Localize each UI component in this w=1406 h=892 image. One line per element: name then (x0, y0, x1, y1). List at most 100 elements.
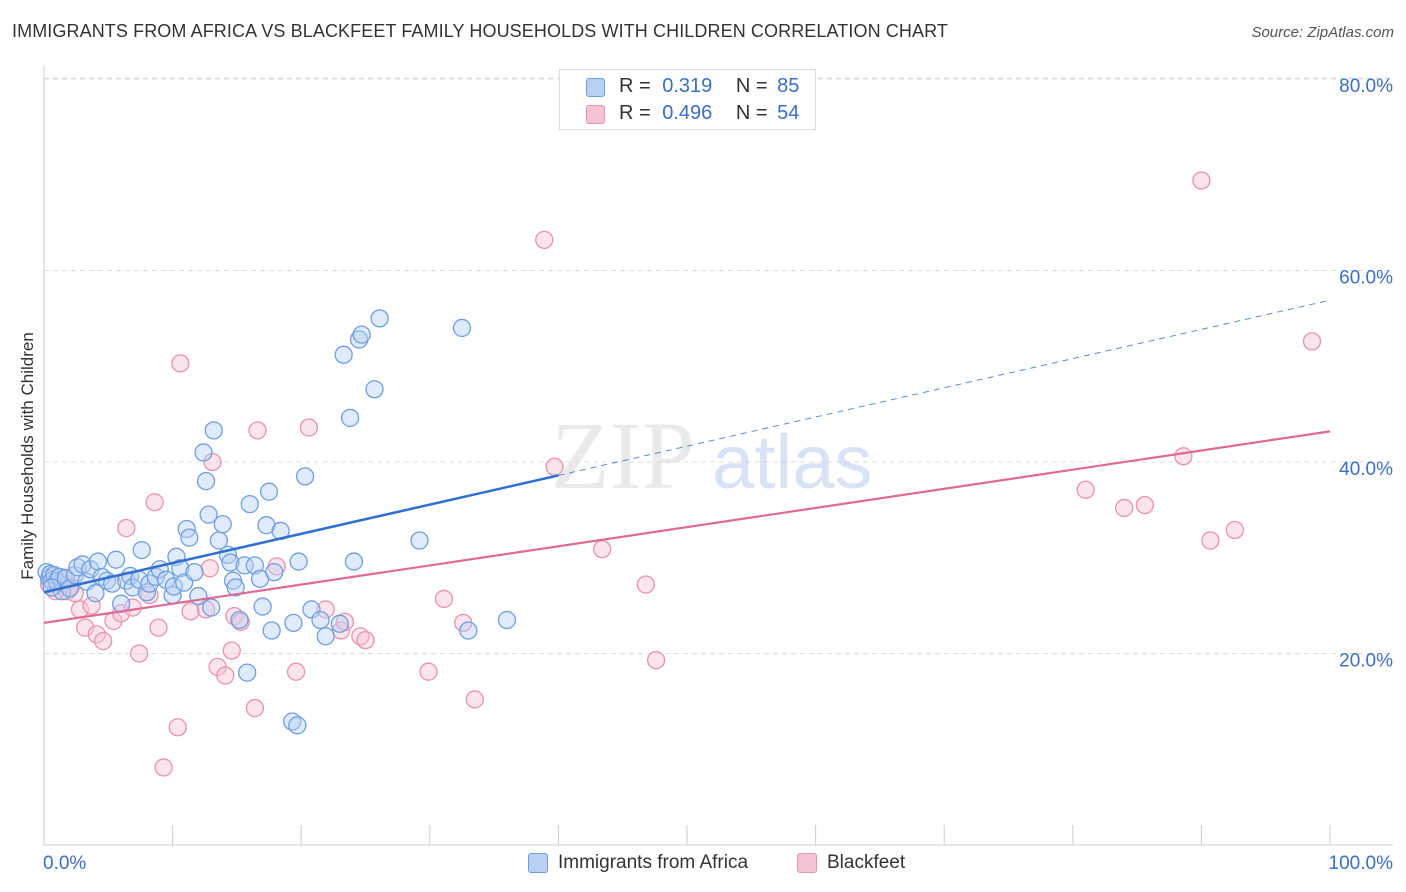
trend-lines (43, 299, 1331, 624)
africa-point (316, 627, 335, 646)
source-credit: Source: ZipAtlas.com (1251, 24, 1394, 41)
blackfeet-point (1174, 447, 1193, 466)
africa-point (88, 552, 108, 571)
n-label: N = (735, 75, 768, 97)
legend-swatch-blackfeet (797, 853, 817, 873)
blackfeet-point (181, 602, 200, 621)
r-label: R = (619, 102, 651, 124)
blackfeet-point (286, 662, 306, 681)
r-label: R = (619, 75, 651, 97)
africa-point (196, 471, 216, 491)
africa-point (352, 325, 371, 344)
africa-point (213, 515, 232, 534)
y-tick-label: 60.0% (1339, 268, 1393, 289)
x-tick-label: 0.0% (43, 853, 86, 874)
africa-point (288, 716, 307, 735)
africa-point (253, 597, 272, 616)
africa-point (221, 553, 240, 572)
blackfeet-point (245, 698, 265, 718)
axis-labels: 20.0% 40.0% 60.0% 80.0% 0.0% 100.0% Family Hou… (18, 76, 1393, 874)
africa-point (185, 562, 204, 582)
blackfeet-point (76, 618, 95, 637)
blackfeet-point (1201, 531, 1220, 550)
legend-swatch-blackfeet (586, 105, 605, 124)
blackfeet-point (434, 589, 454, 609)
watermark: ZIP atlas (551, 402, 873, 509)
africa-point (235, 556, 254, 575)
blackfeet-point (356, 630, 375, 650)
n-value: 54 (777, 102, 800, 124)
watermark-zip: ZIP (551, 402, 695, 509)
africa-point (230, 610, 249, 630)
blackfeet-point (154, 758, 173, 777)
africa-point (202, 598, 221, 617)
africa-point (262, 621, 281, 640)
africa-point (245, 556, 265, 575)
blackfeet-point (222, 641, 241, 660)
africa-point (497, 610, 517, 630)
africa-point (349, 330, 369, 349)
africa-point (295, 467, 315, 486)
africa-point (240, 494, 259, 514)
blackfeet-point (200, 559, 220, 578)
blackfeet-point (465, 690, 484, 709)
legend-label-blackfeet: Blackfeet (827, 852, 906, 873)
blackfeet-point (535, 230, 554, 250)
africa-point (452, 318, 472, 338)
blackfeet-point (117, 518, 136, 538)
y-axis-label: Family Households with Children (18, 332, 37, 580)
africa-point (289, 552, 308, 571)
africa-point (164, 577, 184, 596)
y-tick-label: 40.0% (1339, 459, 1393, 480)
axes (43, 66, 1393, 846)
blackfeet-point (216, 666, 235, 685)
africa-point (410, 531, 429, 550)
africa-point (259, 482, 279, 501)
africa-point (180, 528, 199, 547)
africa-point (194, 443, 213, 462)
africa-point (238, 663, 257, 682)
blackfeet-point (1302, 332, 1322, 351)
legend-swatch-africa (528, 853, 548, 873)
series-legend: Immigrants from Africa Blackfeet (0, 850, 1406, 880)
africa-point (344, 552, 364, 571)
africa-point (226, 578, 245, 597)
r-value: 0.496 (662, 102, 713, 124)
africa-point (365, 380, 384, 399)
blackfeet-point (145, 493, 164, 512)
blackfeet-point (316, 600, 335, 619)
blackfeet-point (592, 539, 612, 559)
blackfeet-point (1135, 495, 1154, 515)
blackfeet-point (87, 625, 106, 644)
africa-point (370, 309, 389, 328)
y-tick-label: 20.0% (1339, 651, 1393, 672)
blackfeet-point (646, 651, 666, 670)
africa-point (103, 574, 122, 593)
n-value: 85 (777, 75, 800, 97)
blackfeet-point (130, 644, 149, 663)
blackfeet-point (248, 421, 267, 440)
blackfeet-point (419, 662, 438, 681)
africa-point (199, 505, 218, 524)
blackfeet-point (545, 457, 564, 476)
blackfeet-point (1192, 171, 1211, 190)
africa-trend-line (43, 474, 559, 594)
africa-point (340, 408, 360, 428)
correlation-legend: R = 0.319 N = 85 R = 0.496 N = 54 (559, 69, 816, 130)
blackfeet-point (171, 354, 190, 373)
legend-swatch-africa (586, 78, 605, 97)
x-tick-label: 100.0% (1329, 853, 1394, 874)
legend-text-africa: R = 0.319 N = 85 (619, 75, 799, 98)
blackfeet-point (636, 575, 655, 594)
blackfeet-point (149, 618, 168, 637)
r-value: 0.319 (662, 75, 713, 97)
africa-point (204, 421, 223, 440)
blackfeet-point (1225, 520, 1244, 540)
blackfeet-point (168, 718, 187, 737)
blackfeet-point (1076, 480, 1095, 499)
africa-point (330, 614, 349, 633)
africa-point (459, 621, 478, 640)
africa-point (42, 578, 61, 597)
africa-point (132, 540, 151, 560)
